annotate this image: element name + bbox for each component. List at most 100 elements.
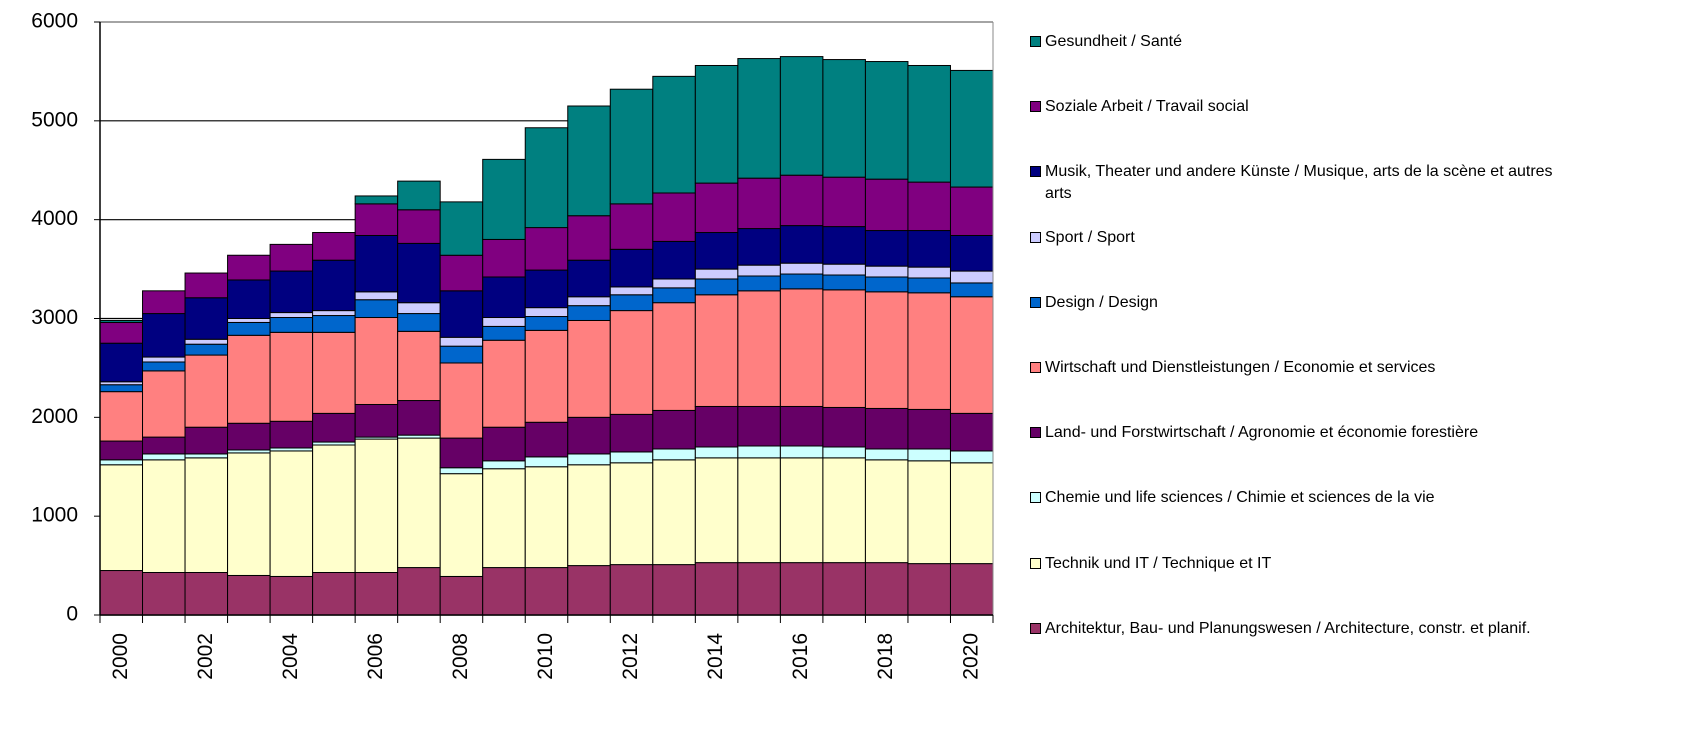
legend-swatch <box>1030 296 1041 308</box>
bar-segment <box>567 453 611 466</box>
bar-segment <box>949 563 994 616</box>
bar-segment <box>269 270 314 314</box>
bar-segment <box>737 58 781 179</box>
bar-segment <box>482 460 526 470</box>
bar-segment <box>652 75 696 194</box>
bar-segment <box>609 451 654 464</box>
bar-segment <box>184 338 229 345</box>
bar-segment <box>99 464 144 572</box>
y-tick-label: 4000 <box>31 207 78 230</box>
legend-swatch <box>1030 622 1041 634</box>
bar-segment <box>99 391 144 442</box>
bar-segment <box>822 406 866 448</box>
legend-swatch <box>1030 492 1041 504</box>
bar-segment <box>524 421 569 458</box>
legend-entry: Land- und Forstwirtschaft / Agronomie et… <box>1030 422 1570 444</box>
legend-swatch <box>1030 362 1041 373</box>
bar-segment <box>184 272 229 299</box>
bar-segment <box>822 446 866 459</box>
bar-segment <box>822 274 866 291</box>
bar-segment <box>227 574 271 616</box>
bar-segment <box>142 459 186 574</box>
bar-segment <box>949 296 994 414</box>
bar-segment <box>269 575 314 616</box>
bar-segment <box>397 567 441 616</box>
legend-swatch <box>1030 36 1041 47</box>
bar-segment <box>949 450 994 464</box>
bar-segment <box>227 318 271 323</box>
bar-segment <box>482 339 526 428</box>
bar-segment <box>439 254 484 292</box>
x-tick-label: 2004 <box>279 633 302 680</box>
bar-segment <box>354 299 399 319</box>
legend-entry: Wirtschaft und Dienstleistungen / Econom… <box>1030 357 1570 379</box>
bar-segment <box>227 254 271 281</box>
bar-segment <box>184 354 229 428</box>
y-tick-label: 5000 <box>31 108 78 131</box>
bar-segment <box>822 59 866 178</box>
bar-segment <box>949 412 994 452</box>
bar-segment <box>737 562 781 616</box>
bar-segment <box>439 575 484 616</box>
bar-segment <box>907 181 951 232</box>
bar-segment <box>227 334 271 424</box>
legend-entry: Soziale Arbeit / Travail social <box>1030 96 1570 118</box>
bar-segment <box>99 321 144 344</box>
bar-segment <box>354 291 399 301</box>
bar-segment <box>184 457 229 574</box>
bar-segment <box>354 234 399 293</box>
bar-segment <box>439 467 484 475</box>
bar-segment <box>482 426 526 462</box>
bar-segment <box>737 264 781 277</box>
bar-segment <box>652 192 696 242</box>
bar-segment <box>567 416 611 455</box>
bar-segment <box>439 437 484 469</box>
bar-segment <box>269 243 314 272</box>
bar-segment <box>907 448 951 462</box>
bar-segment <box>822 457 866 564</box>
legend-swatch <box>1030 101 1041 113</box>
bar-segment <box>779 273 824 290</box>
bar-segment <box>652 564 696 616</box>
legend-entry: Design / Design <box>1030 292 1570 314</box>
legend-label: Soziale Arbeit / Travail social <box>1045 98 1249 116</box>
bar-segment <box>397 437 441 569</box>
bar-segment <box>864 230 909 267</box>
bar-segment <box>864 459 909 564</box>
bar-segment <box>779 445 824 459</box>
bar-segment <box>269 312 314 319</box>
bar-segment <box>439 473 484 577</box>
bar-segment <box>482 567 526 616</box>
bar-segment <box>864 562 909 616</box>
bar-segment <box>524 456 569 468</box>
bar-segment <box>652 302 696 411</box>
legend-entry: Architektur, Bau- und Planungswesen / Ar… <box>1030 618 1570 640</box>
bar-segment <box>949 282 994 298</box>
x-tick-label: 2010 <box>534 633 557 680</box>
bar-segment <box>907 230 951 268</box>
bar-segment <box>142 436 186 455</box>
bar-segment <box>737 177 781 230</box>
legend-entry: Gesundheit / Santé <box>1030 31 1570 53</box>
bar-segment <box>907 408 951 450</box>
bar-segment <box>524 567 569 616</box>
bar-segment <box>439 290 484 338</box>
bar-segment <box>737 445 781 459</box>
bar-segment <box>99 570 144 616</box>
bar-segment <box>652 278 696 289</box>
bar-segment <box>652 240 696 280</box>
bar-segment <box>354 203 399 236</box>
bar-segment <box>907 460 951 565</box>
bar-segment <box>354 195 399 205</box>
bar-segment <box>142 290 186 315</box>
bar-segment <box>864 407 909 450</box>
legend-entry: Musik, Theater und andere Künste / Musiq… <box>1030 161 1570 205</box>
bar-segment <box>482 317 526 327</box>
bar-segment <box>609 462 654 566</box>
legend-swatch <box>1030 231 1041 243</box>
bar-segment <box>439 362 484 439</box>
bar-segment <box>482 468 526 569</box>
bar-segment <box>864 291 909 409</box>
bar-segment <box>524 307 569 318</box>
bar-segment <box>694 446 739 459</box>
